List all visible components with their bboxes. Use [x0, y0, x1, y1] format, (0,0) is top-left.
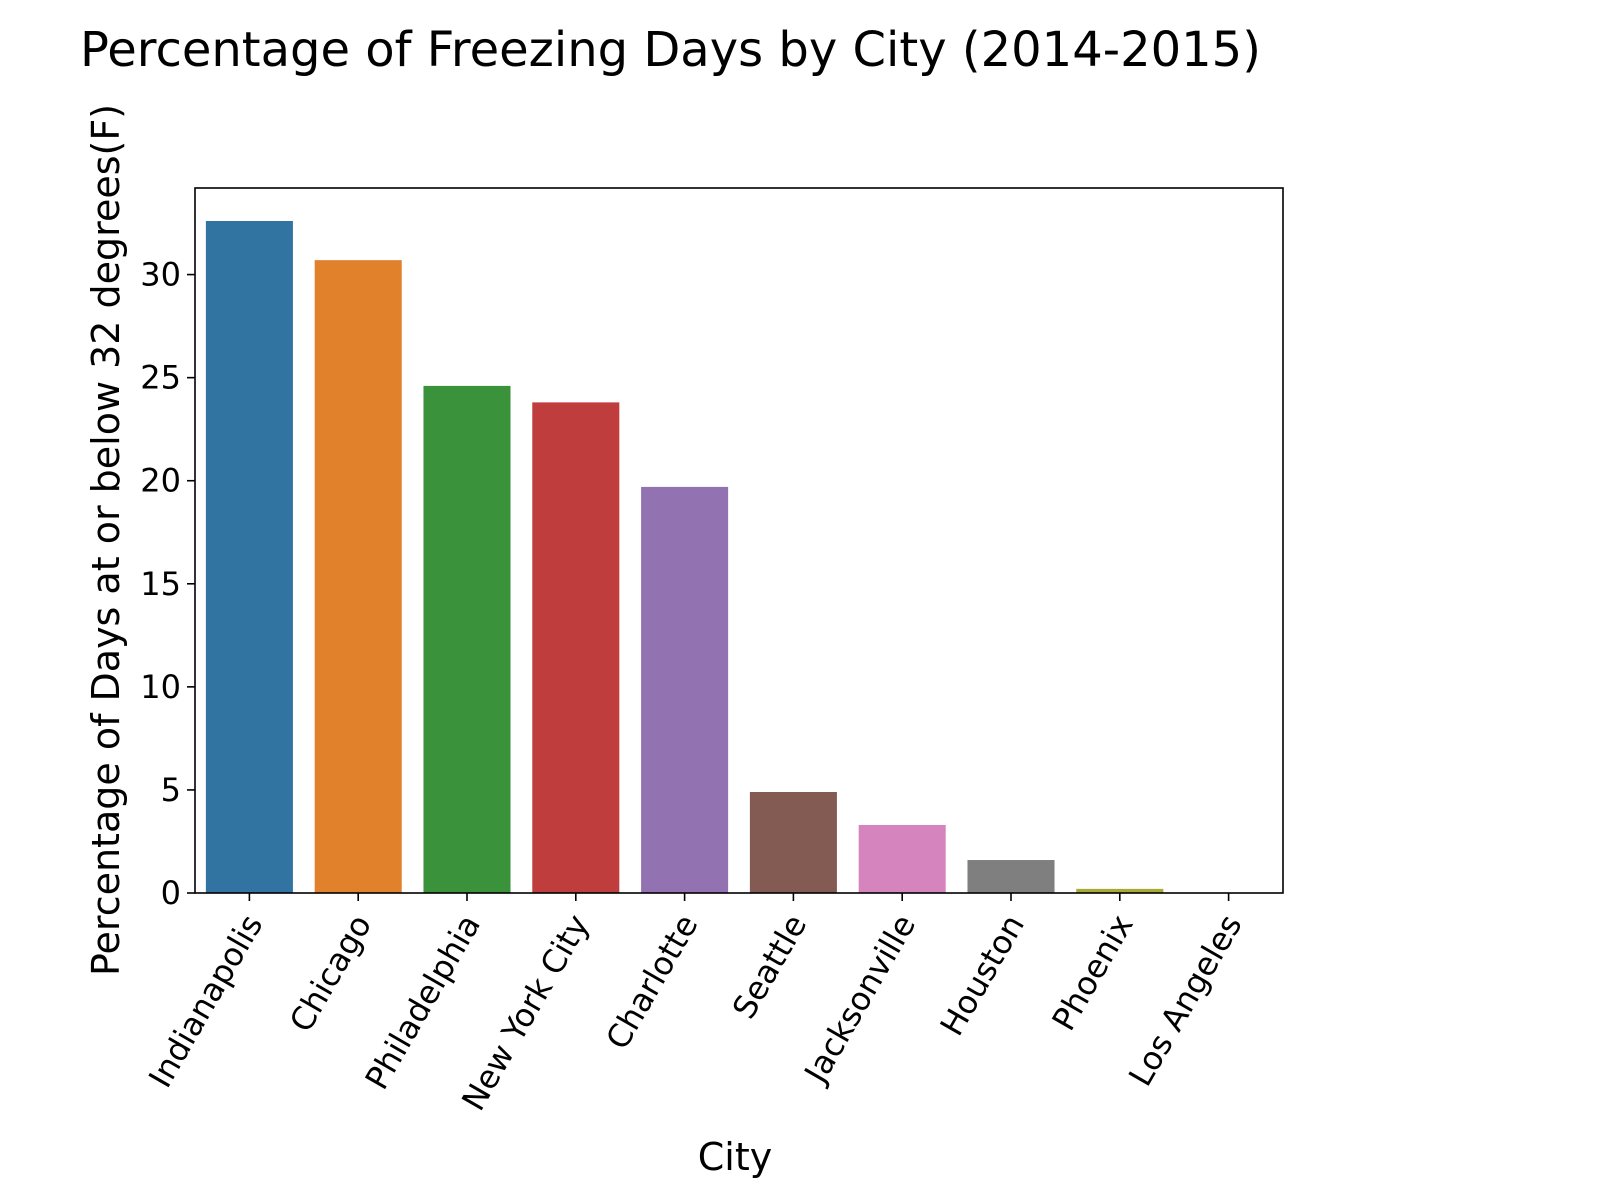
bar-new-york-city [532, 402, 620, 893]
y-tick-label: 15 [140, 565, 181, 603]
y-tick-label: 5 [161, 771, 181, 809]
plot-frame [194, 187, 1284, 894]
y-axis-ticks: 0 5 10 15 20 25 30 [140, 256, 195, 912]
x-tick-label: Los Angeles [1121, 908, 1249, 1093]
chart-title: Percentage of Freezing Days by City (201… [80, 22, 1261, 78]
x-tick-label: Jacksonville [796, 908, 923, 1091]
y-tick-label: 0 [161, 874, 181, 912]
x-tick-label: Chicago [282, 908, 379, 1038]
bars-group [205, 220, 1164, 894]
x-tick-label: Houston [933, 908, 1032, 1042]
x-tick-label: Seattle [725, 908, 815, 1025]
bar-seattle [749, 791, 837, 893]
y-tick-label: 25 [140, 359, 181, 397]
x-tick-label: Indianapolis [141, 908, 270, 1094]
y-axis-label: Percentage of Days at or below 32 degree… [84, 104, 128, 976]
x-tick-label: Charlotte [598, 908, 705, 1056]
x-axis-label: City [698, 1135, 772, 1179]
bar-houston [967, 860, 1055, 893]
x-tick-label: Phoenix [1044, 908, 1140, 1037]
bar-jacksonville [858, 824, 946, 893]
x-tick-label: Philadelphia [358, 908, 488, 1096]
bar-indianapolis [205, 220, 293, 894]
bar-philadelphia [423, 385, 511, 893]
y-tick-label: 20 [140, 462, 181, 500]
bar-chicago [314, 260, 402, 893]
bar-phoenix [1076, 888, 1164, 893]
bar-charlotte [641, 486, 729, 893]
y-tick-label: 10 [140, 668, 181, 706]
y-tick-label: 30 [140, 256, 181, 294]
